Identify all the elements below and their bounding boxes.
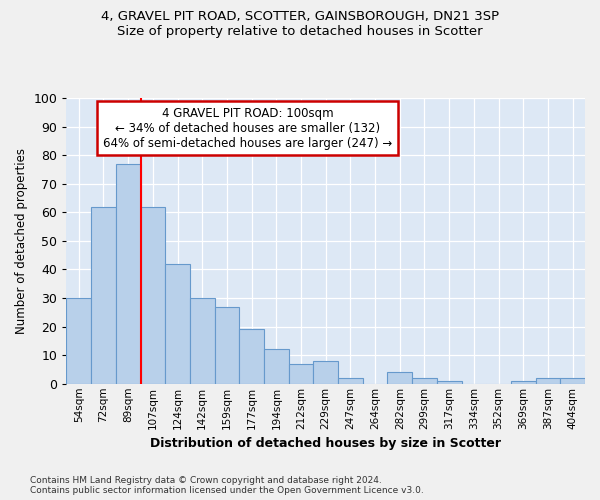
Bar xyxy=(536,378,560,384)
Bar xyxy=(412,378,437,384)
Bar xyxy=(388,372,412,384)
Bar xyxy=(437,381,461,384)
Bar xyxy=(511,381,536,384)
Bar xyxy=(116,164,140,384)
Bar xyxy=(239,330,264,384)
Text: 4, GRAVEL PIT ROAD, SCOTTER, GAINSBOROUGH, DN21 3SP
Size of property relative to: 4, GRAVEL PIT ROAD, SCOTTER, GAINSBOROUG… xyxy=(101,10,499,38)
Bar xyxy=(560,378,585,384)
X-axis label: Distribution of detached houses by size in Scotter: Distribution of detached houses by size … xyxy=(150,437,501,450)
Bar xyxy=(140,206,165,384)
Bar xyxy=(338,378,363,384)
Bar xyxy=(264,350,289,384)
Bar xyxy=(165,264,190,384)
Y-axis label: Number of detached properties: Number of detached properties xyxy=(15,148,28,334)
Text: Contains HM Land Registry data © Crown copyright and database right 2024.
Contai: Contains HM Land Registry data © Crown c… xyxy=(30,476,424,495)
Bar xyxy=(313,361,338,384)
Bar xyxy=(190,298,215,384)
Bar xyxy=(215,306,239,384)
Bar xyxy=(67,298,91,384)
Bar xyxy=(91,206,116,384)
Text: 4 GRAVEL PIT ROAD: 100sqm
← 34% of detached houses are smaller (132)
64% of semi: 4 GRAVEL PIT ROAD: 100sqm ← 34% of detac… xyxy=(103,106,392,150)
Bar xyxy=(289,364,313,384)
